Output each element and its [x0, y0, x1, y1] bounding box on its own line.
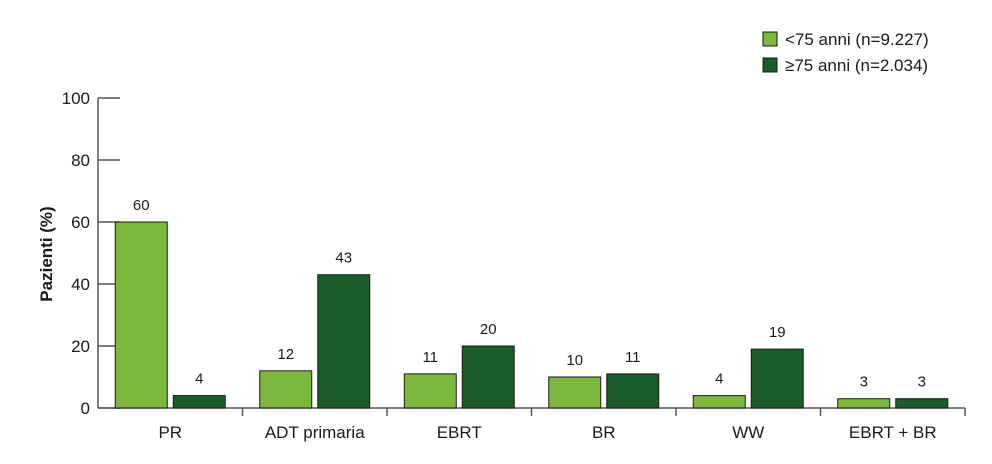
data-label: 11 — [625, 349, 641, 366]
y-tick-label: 60 — [71, 213, 90, 232]
y-axis-title: Pazienti (%) — [37, 206, 56, 301]
y-axis: 0 20 40 60 80 100 — [62, 89, 120, 418]
legend-swatch — [762, 31, 778, 47]
data-label: 60 — [133, 197, 150, 214]
y-tick-label: 100 — [62, 89, 90, 108]
bar — [548, 376, 602, 409]
y-tick-label: 20 — [71, 337, 90, 356]
x-axis: PR ADT primaria EBRT BR WW EBRT + BR — [98, 407, 966, 442]
x-tick-label: WW — [732, 423, 764, 442]
x-tick-label: PR — [158, 423, 182, 442]
legend: <75 anni (n=9.227) ≥75 anni (n=2.034) — [762, 30, 929, 75]
bar — [403, 373, 457, 409]
bar — [114, 221, 168, 409]
legend-label: <75 anni (n=9.227) — [785, 30, 929, 49]
data-label: 3 — [918, 374, 926, 391]
data-label: 12 — [277, 346, 294, 363]
data-label: 20 — [480, 321, 497, 338]
bar — [750, 348, 804, 409]
data-label: 4 — [715, 371, 723, 388]
y-tick-label: 80 — [71, 151, 90, 170]
y-tick-label: 40 — [71, 275, 90, 294]
bar — [895, 398, 949, 409]
x-tick-label: EBRT + BR — [849, 423, 937, 442]
bars: 60 4 12 43 11 20 10 11 4 19 3 3 — [114, 197, 949, 409]
x-tick-label: ADT primaria — [265, 423, 365, 442]
bar — [606, 373, 660, 409]
data-label: 11 — [422, 349, 438, 366]
data-label: 4 — [195, 371, 203, 388]
y-tick-label: 0 — [81, 399, 90, 418]
data-label: 19 — [769, 324, 786, 341]
bar — [461, 345, 515, 409]
x-tick-label: EBRT — [437, 423, 482, 442]
bar — [692, 395, 746, 409]
legend-label: ≥75 anni (n=2.034) — [785, 56, 928, 75]
data-label: 43 — [335, 250, 352, 267]
data-label: 3 — [860, 374, 868, 391]
legend-swatch — [762, 57, 778, 73]
bar — [837, 398, 891, 409]
bar — [317, 274, 371, 409]
bar — [172, 395, 226, 409]
data-label: 10 — [566, 352, 583, 369]
bar — [259, 370, 313, 409]
x-tick-label: BR — [592, 423, 616, 442]
